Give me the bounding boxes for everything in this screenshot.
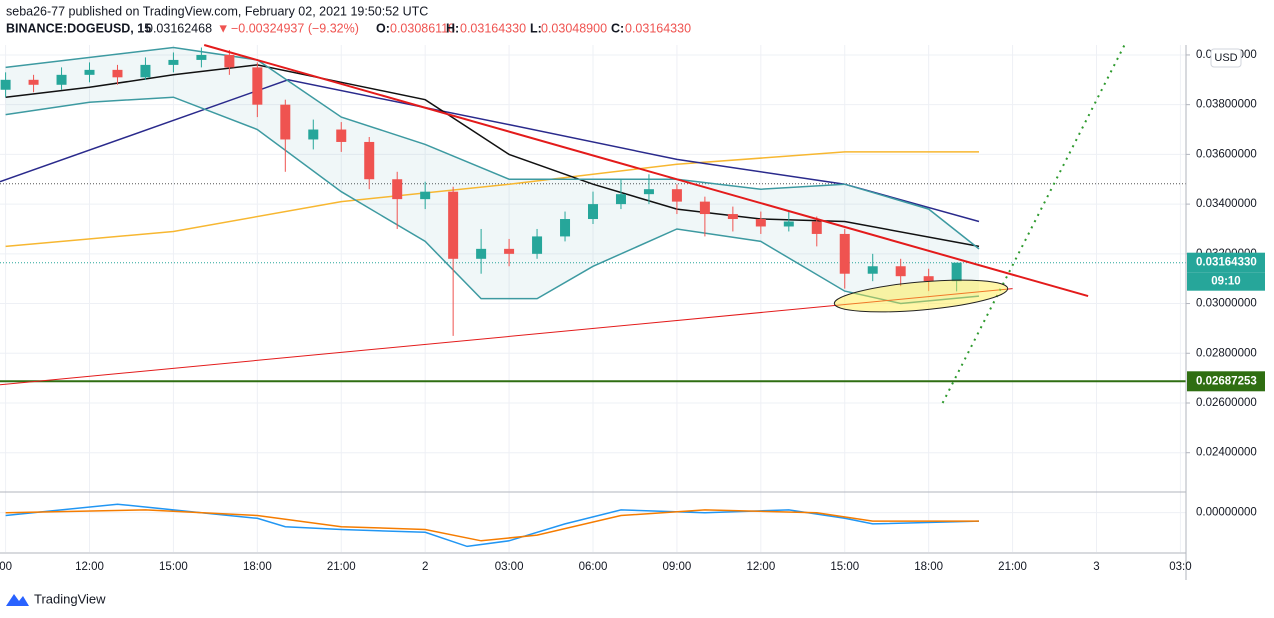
- candle-body: [532, 236, 543, 254]
- candle-body: [420, 191, 431, 200]
- y-tick-label: 0.03000000: [1196, 298, 1257, 310]
- candle-body: [588, 204, 598, 220]
- macd-line: [5, 509, 979, 542]
- plot: [0, 44, 1186, 548]
- candle-body: [0, 79, 11, 90]
- y-tick-label: 0.03800000: [1196, 99, 1257, 111]
- candle-body: [755, 219, 766, 227]
- o-label: O:: [376, 21, 390, 35]
- candle-body: [504, 248, 515, 254]
- candle-body: [336, 129, 347, 142]
- x-tick-label: 15:00: [159, 561, 188, 573]
- logo-icon: [6, 594, 29, 606]
- x-tick-label: 12:00: [75, 561, 104, 573]
- indicator-line: [5, 96, 980, 305]
- candle-body: [783, 221, 794, 227]
- candle-body: [727, 214, 738, 220]
- candle-body: [364, 141, 375, 180]
- candle-body: [448, 191, 459, 259]
- arrow: ▼: [217, 21, 229, 35]
- x-tick-label: 2: [422, 561, 428, 573]
- candle-body: [867, 266, 878, 274]
- h-label: H:: [446, 21, 459, 35]
- l: 0.03048900: [541, 21, 607, 35]
- candle-body: [280, 104, 291, 140]
- o: 0.03086118: [390, 21, 455, 35]
- candle-body: [699, 201, 710, 215]
- x-tick-label: 03:00: [495, 561, 524, 573]
- publisher: seba26-77 published on TradingView.com, …: [6, 4, 428, 18]
- highlight-ellipse: [833, 279, 1009, 313]
- currency-box[interactable]: [1210, 48, 1242, 68]
- countdown: 09:10: [1211, 276, 1240, 288]
- indicator-line: [5, 151, 979, 248]
- indicator-line: [5, 46, 980, 250]
- candle-body: [615, 194, 626, 205]
- h: 0.03164330: [460, 21, 526, 35]
- x-tick-label: 03:0: [1169, 561, 1191, 573]
- c: 0.03164330: [625, 21, 691, 35]
- x-tick-label: 21:00: [327, 561, 356, 573]
- candle-body: [140, 64, 151, 78]
- last-price-label: 0.03164330: [1196, 257, 1257, 269]
- y-tick-label: 0.02600000: [1196, 397, 1257, 409]
- candle-body: [392, 179, 403, 200]
- y-tick-label: 0.02800000: [1196, 347, 1257, 359]
- candle-body: [28, 79, 39, 85]
- trend-line: [203, 44, 1089, 298]
- candle-body: [476, 248, 487, 259]
- candle-body: [56, 74, 67, 85]
- support-box: [1187, 371, 1265, 392]
- x-tick-label: 18:00: [914, 561, 943, 573]
- axes: 00 12:00 15:00 18:00 21:00 2 03:00 06:00 09:00 12…: [0, 49, 1265, 573]
- last-price-box: [1187, 252, 1265, 273]
- x-tick-label: 3: [1093, 561, 1099, 573]
- x-tick-label: 15:00: [830, 561, 859, 573]
- candle-body: [643, 189, 654, 195]
- l-label: L:: [530, 21, 542, 35]
- candle-body: [168, 59, 179, 65]
- candle-body: [196, 54, 207, 60]
- x-tick-label: 06:00: [579, 561, 608, 573]
- candle-body: [560, 219, 571, 237]
- y-tick-label: 0.03400000: [1196, 198, 1257, 210]
- currency[interactable]: USD: [1214, 52, 1237, 64]
- symbol: BINANCE:DOGEUSD, 15: [6, 21, 151, 35]
- x-tick-label: 00: [0, 561, 12, 573]
- trend-line: [0, 288, 1013, 386]
- candle-body: [923, 276, 934, 282]
- candle-body: [84, 69, 95, 75]
- y-tick-label: 0.02400000: [1196, 447, 1257, 459]
- last: 0.03162468: [146, 21, 212, 35]
- candle-body: [671, 189, 682, 202]
- x-tick-label: 09:00: [663, 561, 692, 573]
- macd-tick-label: 0.00000000: [1196, 507, 1257, 519]
- x-tick-label: 18:00: [243, 561, 272, 573]
- candle-body: [252, 67, 263, 105]
- y-tick-label: 0.03600000: [1196, 148, 1257, 160]
- candle-body: [224, 54, 235, 68]
- macd-line: [5, 503, 980, 548]
- bollinger-fill: [5, 47, 980, 304]
- x-tick-label: 12:00: [746, 561, 775, 573]
- candle-body: [895, 266, 906, 277]
- countdown-box: [1187, 272, 1265, 291]
- x-tick-label: 21:00: [998, 561, 1027, 573]
- legend: BINANCE:DOGEUSD, 15 0.03162468 ▼ −0.0032…: [6, 21, 691, 35]
- candle-body: [951, 262, 962, 282]
- candle-body: [112, 69, 123, 78]
- change: −0.00324937 (−9.32%): [231, 21, 359, 35]
- candle-body: [811, 221, 822, 234]
- candle-body: [308, 129, 319, 140]
- support-label: 0.02687253: [1196, 375, 1257, 387]
- logo-text: TradingView: [34, 591, 106, 606]
- logo: TradingView: [6, 591, 106, 606]
- candle-body: [839, 233, 850, 274]
- c-label: C:: [611, 21, 624, 35]
- indicator-line: [5, 64, 980, 248]
